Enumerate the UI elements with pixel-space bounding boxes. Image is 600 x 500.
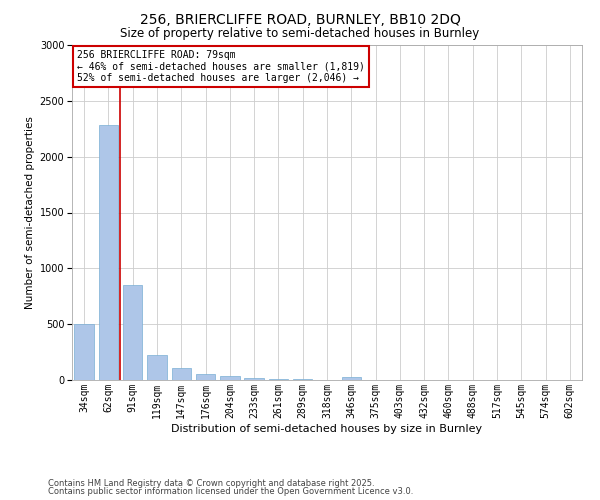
Bar (341, 376, 361, 380)
Bar (196, 374, 215, 380)
Bar (220, 376, 239, 380)
Bar (244, 378, 264, 380)
Text: Contains HM Land Registry data © Crown copyright and database right 2025.: Contains HM Land Registry data © Crown c… (48, 478, 374, 488)
Y-axis label: Number of semi-detached properties: Number of semi-detached properties (25, 116, 35, 309)
Text: Size of property relative to semi-detached houses in Burnley: Size of property relative to semi-detach… (121, 28, 479, 40)
Text: 256 BRIERCLIFFE ROAD: 79sqm
← 46% of semi-detached houses are smaller (1,819)
52: 256 BRIERCLIFFE ROAD: 79sqm ← 46% of sem… (77, 50, 365, 83)
Bar (172, 368, 191, 380)
X-axis label: Distribution of semi-detached houses by size in Burnley: Distribution of semi-detached houses by … (172, 424, 482, 434)
Bar (123, 285, 142, 380)
Text: Contains public sector information licensed under the Open Government Licence v3: Contains public sector information licen… (48, 487, 413, 496)
Bar (269, 379, 288, 380)
Text: 256, BRIERCLIFFE ROAD, BURNLEY, BB10 2DQ: 256, BRIERCLIFFE ROAD, BURNLEY, BB10 2DQ (140, 12, 460, 26)
Bar (147, 356, 167, 380)
Bar (99, 126, 118, 380)
Bar (74, 324, 94, 380)
